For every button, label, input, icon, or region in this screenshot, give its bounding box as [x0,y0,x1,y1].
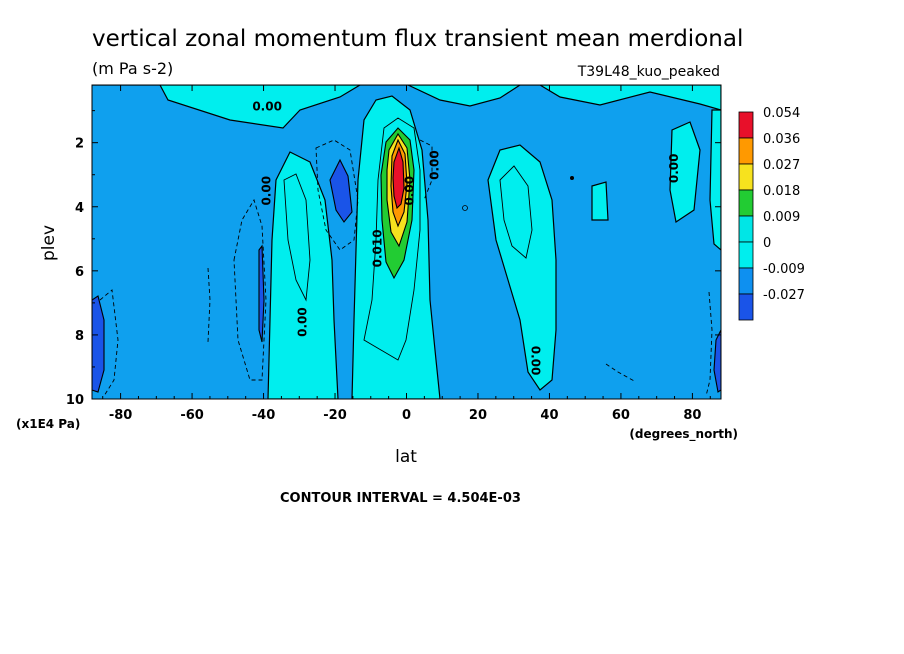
contour-label: 0.00 [667,154,681,184]
colorbar-swatch [738,189,754,217]
x-axis: -80 -60 -40 -20 0 20 40 60 80 [102,85,711,423]
positive-field-east-edge [709,109,721,251]
colorbar-label: 0 [763,236,771,251]
colorbar: 0.054 0.036 0.027 0.018 0.009 0 -0.009 -0.027 [738,106,805,321]
contour-label: 0.010 [370,229,384,267]
x-tick-label: 20 [469,408,487,423]
contour-label: 0.00 [260,176,274,206]
contour-dot-a [570,176,574,180]
negative-contour-lines [99,139,713,397]
chart-units: (m Pa s-2) [92,59,173,78]
positive-field-north-band [487,144,557,391]
contour-label: 0.00 [403,176,417,206]
positive-field-south-band [267,151,339,399]
x-tick-label: -40 [252,408,276,423]
contour-label: 0.00 [529,346,543,376]
colorbar-label: -0.009 [763,262,805,277]
colorbar-label: -0.027 [763,288,805,303]
x-tick-label: 0 [402,408,411,423]
y-tick-label: 8 [75,329,84,344]
negative-pocket-south-pole [92,295,105,393]
y-axis-units: (x1E4 Pa) [16,417,80,431]
x-tick-label: 40 [540,408,558,423]
y-axis-label: plev [39,225,59,261]
contour-label: 0.00 [252,100,282,114]
negative-pocket-south [329,158,353,223]
colorbar-swatch [738,111,754,139]
colorbar-swatch [738,215,754,243]
negative-pocket-lat40 [258,244,265,343]
x-tick-label: -80 [109,408,133,423]
x-axis-label: lat [395,447,417,467]
colorbar-label: 0.027 [763,158,800,173]
colorbar-swatch [738,241,754,269]
colorbar-label: 0.036 [763,132,800,147]
contour-label: 0.00 [428,150,442,180]
plot-area: 0.00 0.00 0.00 0.00 0.00 0.00 0.00 0.010 [92,85,721,399]
x-tick-label: 60 [612,408,630,423]
y-tick-label: 6 [75,265,84,280]
colorbar-swatch [738,267,754,295]
colorbar-swatch [738,137,754,165]
x-tick-label: 80 [683,408,701,423]
run-label: T39L48_kuo_peaked [577,64,720,80]
x-tick-label: -20 [323,408,347,423]
y-tick-label: 4 [75,201,84,216]
positive-field-east-patch-b [669,121,701,224]
positive-field-top-left [159,85,362,129]
contour-interval: CONTOUR INTERVAL = 4.504E-03 [280,491,521,506]
colorbar-swatch [738,293,754,321]
x-tick-label: -60 [180,408,204,423]
colorbar-swatch [738,163,754,191]
colorbar-label: 0.054 [763,106,800,121]
y-tick-label: 10 [66,393,84,408]
chart-title: vertical zonal momentum flux transient m… [92,26,743,52]
y-tick-label: 2 [75,137,84,152]
positive-field-top-band [92,85,721,111]
positive-contour-lines [283,117,533,361]
y-axis: 2 4 6 8 10 [66,110,721,408]
contour-label: 0.00 [295,307,309,337]
positive-field-east-patch-a [591,181,609,221]
contour-dot-b [462,205,468,211]
colorbar-label: 0.018 [763,184,800,199]
x-axis-units: (degrees_north) [629,427,738,442]
negative-pocket-north-pole [713,329,721,393]
jet-core-red [392,146,405,210]
positive-field-top-mid [407,85,522,107]
colorbar-label: 0.009 [763,210,800,225]
